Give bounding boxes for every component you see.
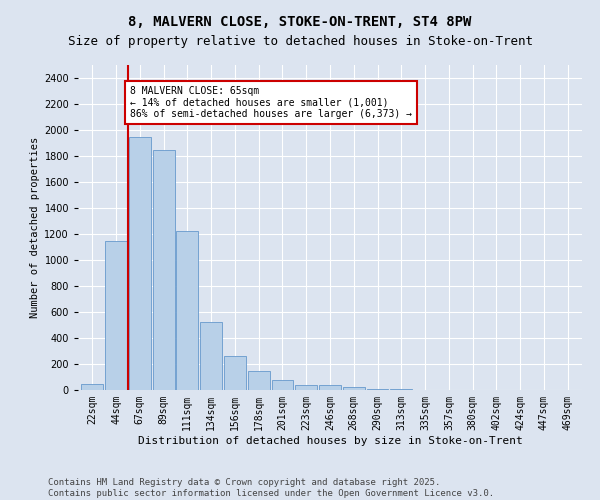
Bar [105,240,127,390]
Y-axis label: Number of detached properties: Number of detached properties [30,137,40,318]
Bar [176,232,198,390]
Bar [224,356,246,390]
Bar [343,387,365,390]
Text: Size of property relative to detached houses in Stoke-on-Trent: Size of property relative to detached ho… [67,35,533,48]
Bar [272,380,293,390]
Bar [200,322,222,390]
X-axis label: Distribution of detached houses by size in Stoke-on-Trent: Distribution of detached houses by size … [137,436,523,446]
Text: Contains HM Land Registry data © Crown copyright and database right 2025.
Contai: Contains HM Land Registry data © Crown c… [48,478,494,498]
Bar [129,136,151,390]
Bar [319,386,341,390]
Text: 8, MALVERN CLOSE, STOKE-ON-TRENT, ST4 8PW: 8, MALVERN CLOSE, STOKE-ON-TRENT, ST4 8P… [128,15,472,29]
Bar [152,150,175,390]
Bar [248,370,269,390]
Bar [295,385,317,390]
Bar [82,384,103,390]
Bar [367,388,388,390]
Text: 8 MALVERN CLOSE: 65sqm
← 14% of detached houses are smaller (1,001)
86% of semi-: 8 MALVERN CLOSE: 65sqm ← 14% of detached… [130,86,412,119]
